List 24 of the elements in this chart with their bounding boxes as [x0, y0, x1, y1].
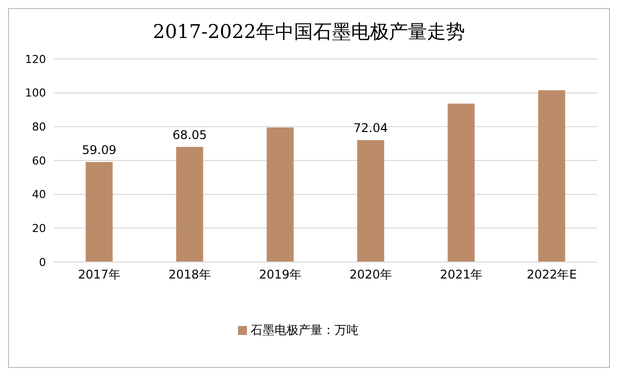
y-tick-label: 60: [32, 154, 46, 168]
bar: [86, 162, 113, 262]
y-tick-label: 100: [25, 86, 46, 100]
bar: [266, 128, 294, 262]
data-label: 68.05: [172, 128, 207, 142]
bar: [538, 90, 566, 262]
bar: [176, 146, 204, 262]
x-tick-label: 2020年: [349, 268, 392, 282]
bar: [448, 104, 475, 262]
bar: [357, 140, 384, 262]
legend-label: 石墨电极产量：万吨: [250, 323, 358, 337]
x-tick-label: 2019年: [258, 268, 302, 282]
data-label: 59.09: [82, 143, 116, 158]
y-tick-label: 80: [32, 120, 46, 134]
y-tick-label: 0: [39, 256, 46, 269]
x-tick-label: 2018年: [168, 268, 212, 282]
x-tick-label: 2022年E: [526, 268, 577, 282]
chart-title: 2017-2022年中国石墨电极产量走势: [152, 20, 466, 45]
x-tick-label: 2021年: [440, 268, 483, 282]
y-tick-label: 120: [25, 52, 46, 66]
data-label: 72.04: [353, 121, 388, 136]
x-tick-label: 2017年: [78, 268, 121, 282]
y-tick-label: 40: [32, 188, 46, 202]
y-tick-label: 20: [32, 222, 46, 236]
